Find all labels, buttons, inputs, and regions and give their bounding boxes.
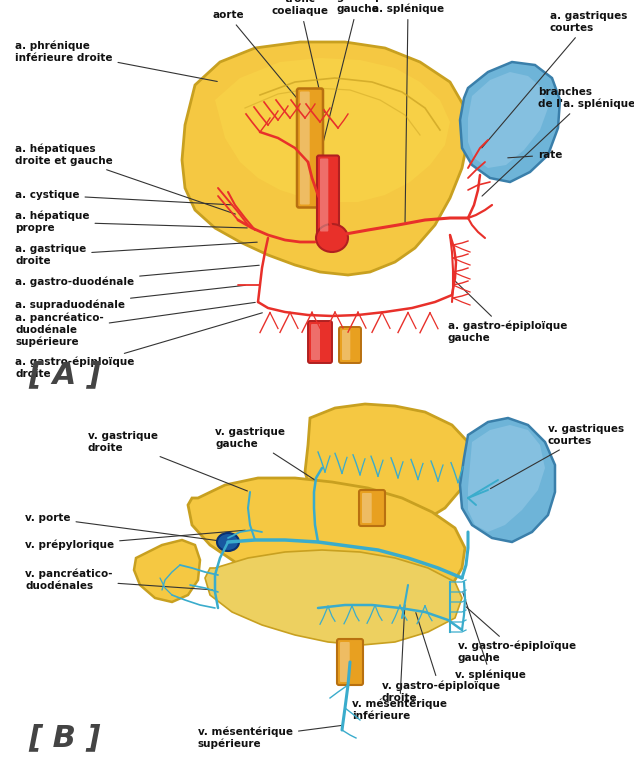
- Polygon shape: [205, 550, 462, 645]
- Text: a. supraduodénale: a. supraduodénale: [15, 285, 245, 311]
- Polygon shape: [215, 58, 450, 202]
- FancyBboxPatch shape: [342, 330, 351, 360]
- Text: a. cystique: a. cystique: [15, 190, 232, 204]
- Text: a. splénique: a. splénique: [372, 4, 444, 222]
- Text: v. gastro-épiploïque
gauche: v. gastro-épiploïque gauche: [458, 607, 576, 663]
- Text: v. mésentérique
supérieure: v. mésentérique supérieure: [198, 726, 342, 749]
- Text: a. gastro-duodénale: a. gastro-duodénale: [15, 266, 259, 287]
- Text: v. porte: v. porte: [25, 513, 225, 542]
- Text: a. gastro-épiploïque
gauche: a. gastro-épiploïque gauche: [448, 280, 567, 343]
- Text: a. gastrique
droite: a. gastrique droite: [15, 242, 257, 266]
- Text: [ A ]: [ A ]: [28, 360, 101, 389]
- Text: v. prépylorique: v. prépylorique: [25, 530, 245, 550]
- Polygon shape: [305, 404, 470, 528]
- Text: a. gastriques
courtes: a. gastriques courtes: [482, 11, 628, 148]
- Text: v. splénique: v. splénique: [455, 593, 526, 681]
- FancyBboxPatch shape: [311, 324, 320, 360]
- Text: a. pancréatico-
duodénale
supérieure: a. pancréatico- duodénale supérieure: [15, 302, 256, 347]
- Polygon shape: [134, 540, 200, 602]
- Text: a. hépatiques
droite et gauche: a. hépatiques droite et gauche: [15, 144, 235, 214]
- Text: v. gastrique
droite: v. gastrique droite: [88, 431, 247, 491]
- Text: a. hépatique
propre: a. hépatique propre: [15, 211, 247, 233]
- Polygon shape: [460, 418, 555, 542]
- FancyBboxPatch shape: [297, 89, 323, 208]
- Ellipse shape: [217, 533, 239, 551]
- Text: a. phrénique
inférieure droite: a. phrénique inférieure droite: [15, 41, 217, 82]
- Text: v. gastrique
gauche: v. gastrique gauche: [215, 427, 316, 481]
- Polygon shape: [460, 62, 560, 182]
- Text: v. pancréatico-
duodénales: v. pancréatico- duodénales: [25, 569, 212, 591]
- Text: branches
de l'a. splénique: branches de l'a. splénique: [482, 87, 634, 196]
- Text: v. gastriques
courtes: v. gastriques courtes: [491, 424, 624, 488]
- Polygon shape: [468, 72, 548, 168]
- FancyBboxPatch shape: [339, 327, 361, 363]
- Text: v. gastro-épiploïque
droite: v. gastro-épiploïque droite: [382, 613, 500, 703]
- FancyBboxPatch shape: [359, 490, 385, 526]
- Text: v. mésentérique
inférieure: v. mésentérique inférieure: [352, 605, 447, 721]
- FancyBboxPatch shape: [362, 493, 372, 523]
- Text: a. gastrique
gauche: a. gastrique gauche: [316, 0, 394, 172]
- Text: a. gastro-épiploïque
droite: a. gastro-épiploïque droite: [15, 313, 262, 379]
- Text: [ B ]: [ B ]: [28, 723, 101, 752]
- FancyBboxPatch shape: [300, 92, 309, 204]
- Text: aorte: aorte: [212, 10, 303, 106]
- FancyBboxPatch shape: [337, 639, 363, 685]
- FancyBboxPatch shape: [317, 156, 339, 234]
- Polygon shape: [182, 42, 468, 275]
- Text: rate: rate: [508, 150, 562, 160]
- Text: tronc
coeliaque: tronc coeliaque: [271, 0, 328, 112]
- FancyBboxPatch shape: [308, 321, 332, 363]
- Polygon shape: [468, 425, 545, 532]
- Ellipse shape: [316, 224, 348, 252]
- FancyBboxPatch shape: [320, 159, 328, 231]
- Polygon shape: [188, 478, 465, 612]
- FancyBboxPatch shape: [340, 642, 350, 682]
